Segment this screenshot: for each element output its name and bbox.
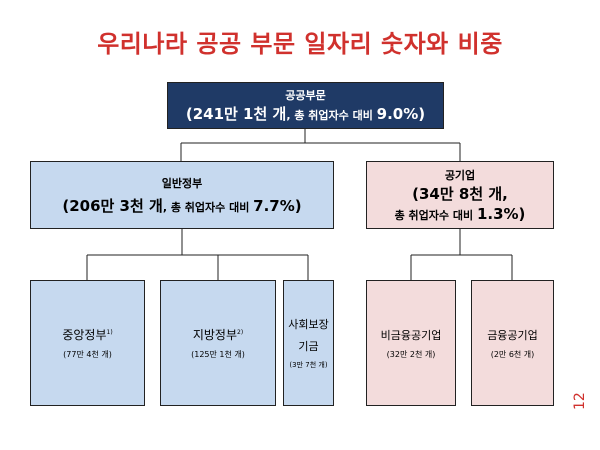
page-number: 12 — [572, 392, 588, 410]
financial-enterprise-count: (2만 6천 개) — [490, 349, 535, 359]
general-government-count: 206만 3천 개 — [69, 196, 163, 215]
general-government-box: 일반정부 (206만 3천 개, 총 취업자수 대비 7.7%) — [30, 161, 334, 229]
local-government-name: 지방정부 — [192, 328, 237, 342]
local-government-box: 지방정부2) (125만 1천 개) — [160, 280, 276, 406]
central-government-name: 중앙정부 — [62, 328, 107, 342]
public-sector-pct: 9.0% — [376, 105, 419, 123]
social-security-fund-box: 사회보장 기금 (3만 7천 개) — [283, 280, 334, 406]
public-enterprise-pct-line: 총 취업자수 대비 1.3%) — [394, 205, 526, 223]
general-government-name: 일반정부 — [161, 176, 203, 190]
public-sector-box: 공공부문 (241만 1천 개, 총 취업자수 대비 9.0%) — [167, 82, 444, 129]
public-enterprise-count: 34만 8천 개, — [419, 185, 508, 203]
financial-enterprise-name: 금융공기업 — [487, 328, 538, 342]
non-financial-enterprise-count: (32만 2천 개) — [386, 349, 436, 359]
public-enterprise-count-line: (34만 8천 개, — [412, 185, 508, 203]
social-security-fund-count: (3만 7천 개) — [289, 361, 328, 369]
public-enterprise-name: 공기업 — [444, 169, 476, 182]
public-enterprise-box: 공기업 (34만 8천 개, 총 취업자수 대비 1.3%) — [366, 161, 554, 229]
general-government-stats: (206만 3천 개, 총 취업자수 대비 7.7%) — [62, 196, 302, 215]
general-government-pct: 7.7% — [253, 196, 295, 215]
social-security-fund-name-2: 기금 — [298, 340, 319, 353]
non-financial-enterprise-name: 비금융공기업 — [380, 328, 442, 342]
public-enterprise-pct: 1.3% — [476, 205, 519, 223]
social-security-fund-name: 사회보장 — [288, 318, 329, 331]
central-government-box: 중앙정부1) (77만 4천 개) — [30, 280, 145, 406]
public-sector-name: 공공부문 — [285, 89, 326, 102]
local-government-count: (125만 1천 개) — [191, 350, 245, 359]
central-government-count: (77만 4천 개) — [63, 350, 112, 359]
slide-title: 우리나라 공공 부문 일자리 숫자와 비중 — [97, 30, 503, 58]
financial-enterprise-box: 금융공기업 (2만 6천 개) — [471, 280, 554, 406]
non-financial-enterprise-box: 비금융공기업 (32만 2천 개) — [366, 280, 456, 406]
public-sector-count: 241만 1천 개 — [192, 105, 287, 123]
public-sector-stats: (241만 1천 개, 총 취업자수 대비 9.0%) — [185, 105, 426, 123]
